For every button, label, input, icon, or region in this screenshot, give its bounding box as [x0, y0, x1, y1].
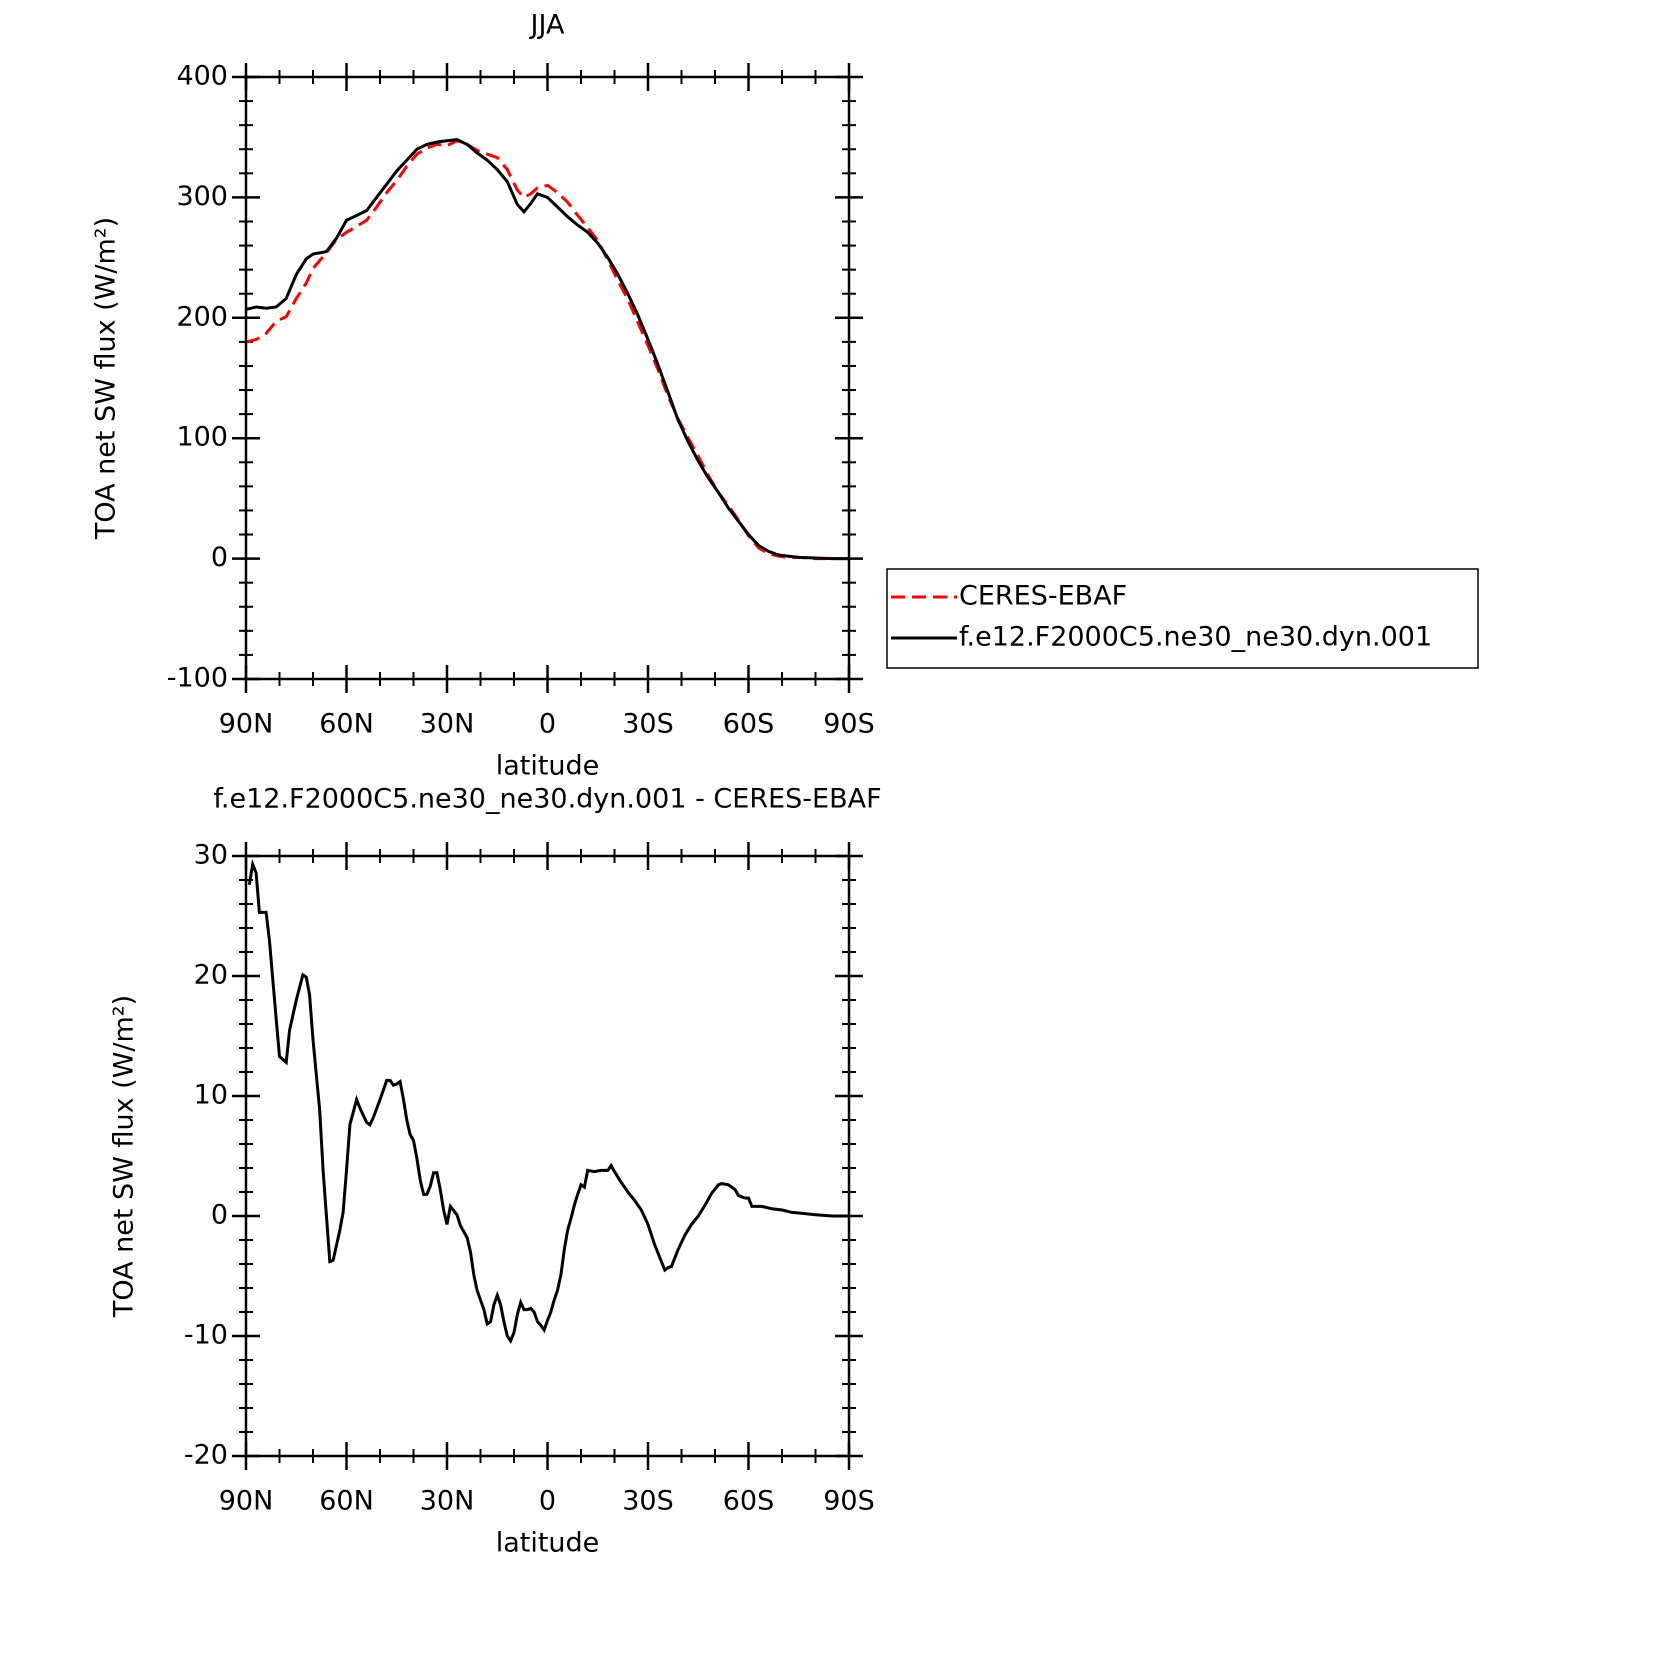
y-tick-label: 20 [194, 960, 228, 991]
x-tick-label: 90N [219, 1486, 274, 1517]
y-tick-label: 400 [176, 61, 228, 92]
y-tick-label: 0 [211, 1200, 228, 1231]
x-tick-label: 90S [823, 709, 875, 740]
x-tick-label: 30S [622, 1486, 674, 1517]
y-tick-label: 300 [176, 181, 228, 212]
chart-title: f.e12.F2000C5.ne30_ne30.dyn.001 - CERES-… [213, 784, 881, 815]
x-axis-label: latitude [496, 751, 600, 782]
chart-title: JJA [529, 10, 565, 41]
y-tick-label: 10 [194, 1080, 228, 1111]
y-tick-label: -10 [184, 1320, 228, 1351]
series-line [245, 139, 849, 561]
y-tick-label: -20 [184, 1440, 228, 1471]
x-tick-label: 0 [539, 1486, 556, 1517]
x-tick-label: 90N [219, 709, 274, 740]
x-tick-label: 60S [723, 709, 775, 740]
y-axis-label: TOA net SW flux (W/m²) [109, 995, 140, 1318]
legend-label: f.e12.F2000C5.ne30_ne30.dyn.001 [959, 622, 1432, 653]
y-tick-label: 100 [176, 422, 228, 453]
x-tick-label: 30N [420, 1486, 475, 1517]
legend-label: CERES-EBAF [959, 581, 1127, 612]
x-tick-label: 60N [319, 1486, 374, 1517]
y-axis-label: TOA net SW flux (W/m²) [91, 217, 122, 540]
x-tick-label: 90S [823, 1486, 875, 1517]
x-tick-label: 30S [622, 709, 674, 740]
plot-frame [244, 854, 851, 1458]
series-line [245, 138, 849, 561]
series-line [247, 858, 849, 1344]
y-tick-label: 200 [176, 301, 228, 332]
y-tick-label: 0 [211, 542, 228, 573]
legend-box [886, 568, 1479, 669]
plot-frame [244, 75, 851, 681]
x-tick-label: 0 [539, 709, 556, 740]
y-tick-label: 30 [194, 840, 228, 871]
y-tick-label: -100 [167, 663, 228, 694]
x-tick-label: 60N [319, 709, 374, 740]
x-tick-label: 30N [420, 709, 475, 740]
x-axis-label: latitude [496, 1528, 600, 1559]
x-tick-label: 60S [723, 1486, 775, 1517]
